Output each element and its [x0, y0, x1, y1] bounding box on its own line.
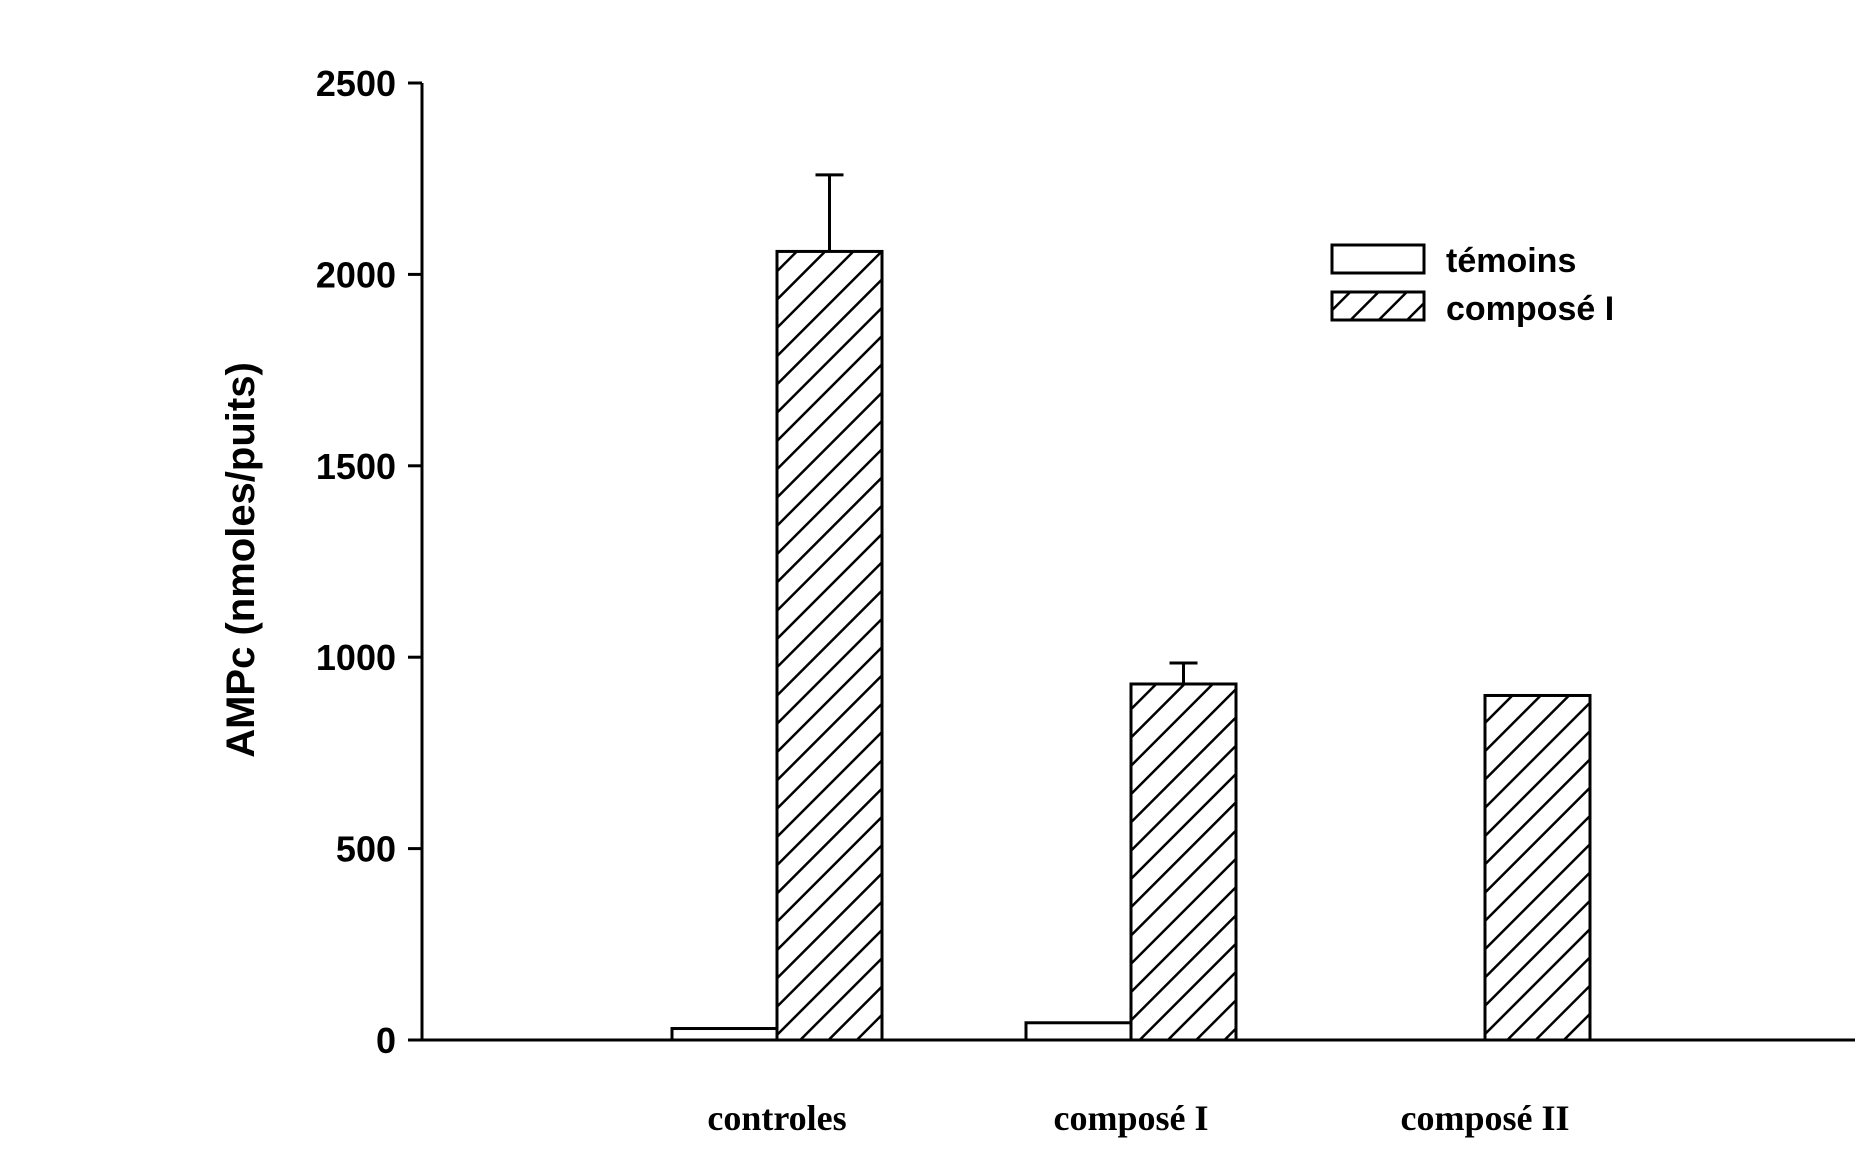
category-label: composé I	[1054, 1098, 1209, 1138]
legend-label-temoins: témoins	[1446, 242, 1576, 280]
legend-label-compose-i: composé I	[1446, 290, 1614, 328]
legend-swatch-temoins	[1330, 243, 1426, 275]
bar-temoins-0	[670, 1027, 779, 1042]
bar-temoins-1	[1024, 1021, 1133, 1042]
bar-compose-i-1	[1129, 682, 1238, 1042]
y-tick-label: 500	[336, 829, 396, 870]
y-tick-label: 2500	[316, 63, 396, 104]
y-axis-title: AMPc (nmoles/puits)	[219, 362, 263, 758]
category-label: controles	[707, 1098, 846, 1138]
bar-compose-i-0	[775, 249, 884, 1042]
y-tick-label: 0	[376, 1020, 396, 1061]
y-tick-label: 1500	[316, 446, 396, 487]
y-tick-label: 1000	[316, 637, 396, 678]
category-labels: controles composé I composé II	[707, 1098, 1569, 1138]
category-label: composé II	[1401, 1098, 1570, 1138]
bars	[670, 173, 1592, 1042]
bar-compose-i-2	[1483, 693, 1592, 1042]
y-ticks: 0 500 1000 1500 2000 2500	[316, 63, 422, 1061]
y-tick-label: 2000	[316, 254, 396, 295]
legend: témoins composé I	[1330, 242, 1614, 328]
legend-swatch-compose-i	[1330, 290, 1426, 322]
